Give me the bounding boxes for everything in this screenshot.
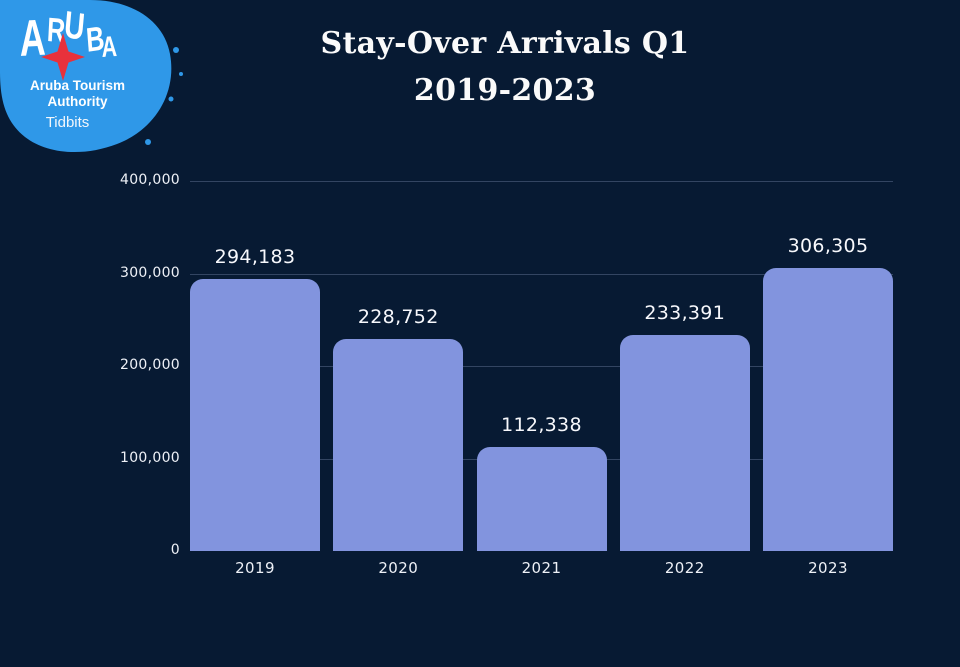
y-axis-tick-label: 300,000 xyxy=(120,264,180,281)
bar-value-label: 228,752 xyxy=(357,306,439,329)
tagline: Tidbits xyxy=(45,114,90,131)
bar-value-label: 306,305 xyxy=(787,234,869,257)
x-axis-tick-label: 2023 xyxy=(808,559,848,577)
bar-2023 xyxy=(763,267,893,551)
bar-value-label: 233,391 xyxy=(644,302,726,325)
gridline xyxy=(190,181,893,182)
x-axis-tick-label: 2020 xyxy=(378,559,419,577)
bar-2021 xyxy=(476,447,607,551)
gridline xyxy=(190,273,893,275)
gridline xyxy=(190,366,893,367)
star-icon xyxy=(41,33,85,81)
org-name: Aruba Tourism Authority xyxy=(5,78,150,110)
org-name-line1: Aruba Tourism xyxy=(29,78,125,93)
y-axis-tick-label: 100,000 xyxy=(120,449,180,466)
bar-value-label: 112,338 xyxy=(501,414,582,437)
y-axis-tick-label: 400,000 xyxy=(120,172,180,188)
chart-title: Stay-Over Arrivals Q1 2019-2023 xyxy=(130,20,880,114)
x-axis-tick-label: 2021 xyxy=(521,559,562,577)
y-axis-tick-label: 200,000 xyxy=(120,357,180,373)
bar-2022 xyxy=(619,335,750,551)
bar-2020 xyxy=(333,339,464,551)
y-axis-tick-label: 0 xyxy=(170,542,180,558)
chart-title-line2: 2019-2023 xyxy=(413,73,597,108)
x-axis-tick-label: 2022 xyxy=(664,559,705,577)
bar-2019 xyxy=(190,278,320,551)
bar-value-label: 294,183 xyxy=(214,245,296,268)
x-axis-tick-label: 2019 xyxy=(235,559,275,577)
org-name-line2: Authority xyxy=(47,94,108,109)
logo-blob xyxy=(0,0,183,153)
chart-title-line1: Stay-Over Arrivals Q1 xyxy=(320,26,690,61)
